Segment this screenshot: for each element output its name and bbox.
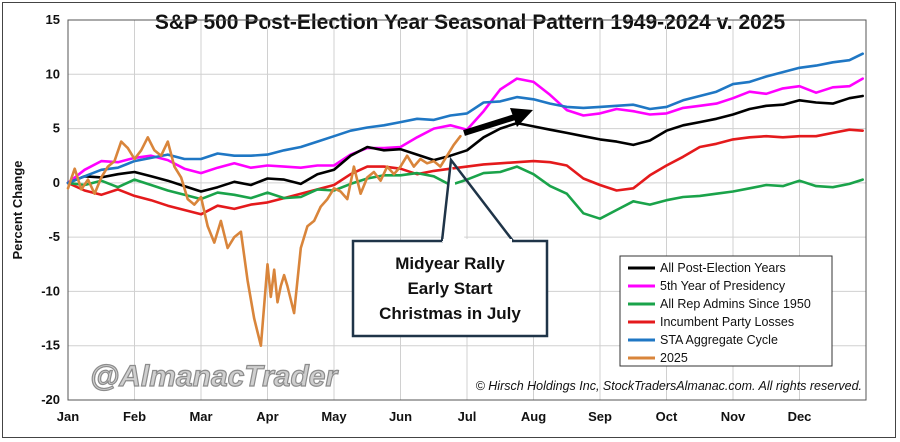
series-line-2025: [66, 134, 462, 348]
y-tick-label: 15: [46, 12, 60, 27]
y-tick-label: -15: [41, 338, 60, 353]
copyright: © Hirsch Holdings Inc, StockTradersAlman…: [476, 379, 862, 393]
y-axis-label: Percent Change: [10, 161, 25, 260]
x-tick-label: Jan: [57, 409, 79, 424]
legend-label: 5th Year of Presidency: [660, 279, 786, 293]
watermark: @AlmanacTrader: [90, 360, 339, 393]
x-tick-label: Sep: [588, 409, 612, 424]
series-line-sta-aggregate-cycle: [66, 52, 865, 185]
x-tick-label: Aug: [521, 409, 546, 424]
y-tick-label: 0: [53, 175, 60, 190]
legend-label: All Post-Election Years: [660, 261, 786, 275]
callout: Midyear Rally Early Start Christmas in J…: [351, 156, 549, 338]
x-tick-label: Nov: [721, 409, 746, 424]
x-tick-label: Dec: [788, 409, 812, 424]
x-tick-label: Mar: [189, 409, 212, 424]
legend-label: All Rep Admins Since 1950: [660, 297, 811, 311]
trend-arrow: [463, 108, 533, 136]
legend: All Post-Election Years 5th Year of Presi…: [619, 255, 833, 367]
x-tick-label: Apr: [256, 409, 278, 424]
y-tick-label: -10: [41, 283, 60, 298]
arrow-head: [510, 108, 533, 127]
x-tick-label: Jul: [458, 409, 477, 424]
y-tick-label: -5: [48, 229, 60, 244]
y-tick-label: -20: [41, 392, 60, 407]
legend-box: [619, 255, 833, 367]
legend-items: All Post-Election Years 5th Year of Presi…: [628, 261, 811, 365]
chart-frame: [2, 2, 896, 438]
legend-label: Incumbent Party Losses: [660, 315, 794, 329]
callout-pointer-fill: [442, 160, 465, 242]
x-tick-label: Oct: [656, 409, 678, 424]
series-line-all-post-election-years: [66, 94, 865, 193]
x-tick-label: Jun: [389, 409, 412, 424]
legend-label: STA Aggregate Cycle: [660, 333, 778, 347]
tick-layer: 15 10 5 0 -5 -10 -15 -20 Jan Feb Mar Apr May Jun Jul Au…: [41, 12, 811, 424]
x-tick-label: Feb: [123, 409, 146, 424]
callout-pointer: [440, 156, 514, 242]
x-tick-label: May: [321, 409, 347, 424]
callout-line-2: Early Start: [407, 279, 492, 298]
callout-box: [351, 239, 549, 338]
callout-line-3: Christmas in July: [379, 304, 521, 323]
legend-label: 2025: [660, 351, 688, 365]
callout-line-1: Midyear Rally: [395, 254, 505, 273]
chart-title: S&P 500 Post-Election Year Seasonal Patt…: [155, 11, 786, 34]
y-tick-label: 10: [46, 66, 60, 81]
y-tick-label: 5: [53, 121, 60, 136]
grid-layer: [67, 19, 867, 401]
plot-area-border: [67, 19, 867, 401]
arrow-shaft: [463, 114, 516, 136]
series-line-incumbent-party-losses: [66, 128, 865, 216]
